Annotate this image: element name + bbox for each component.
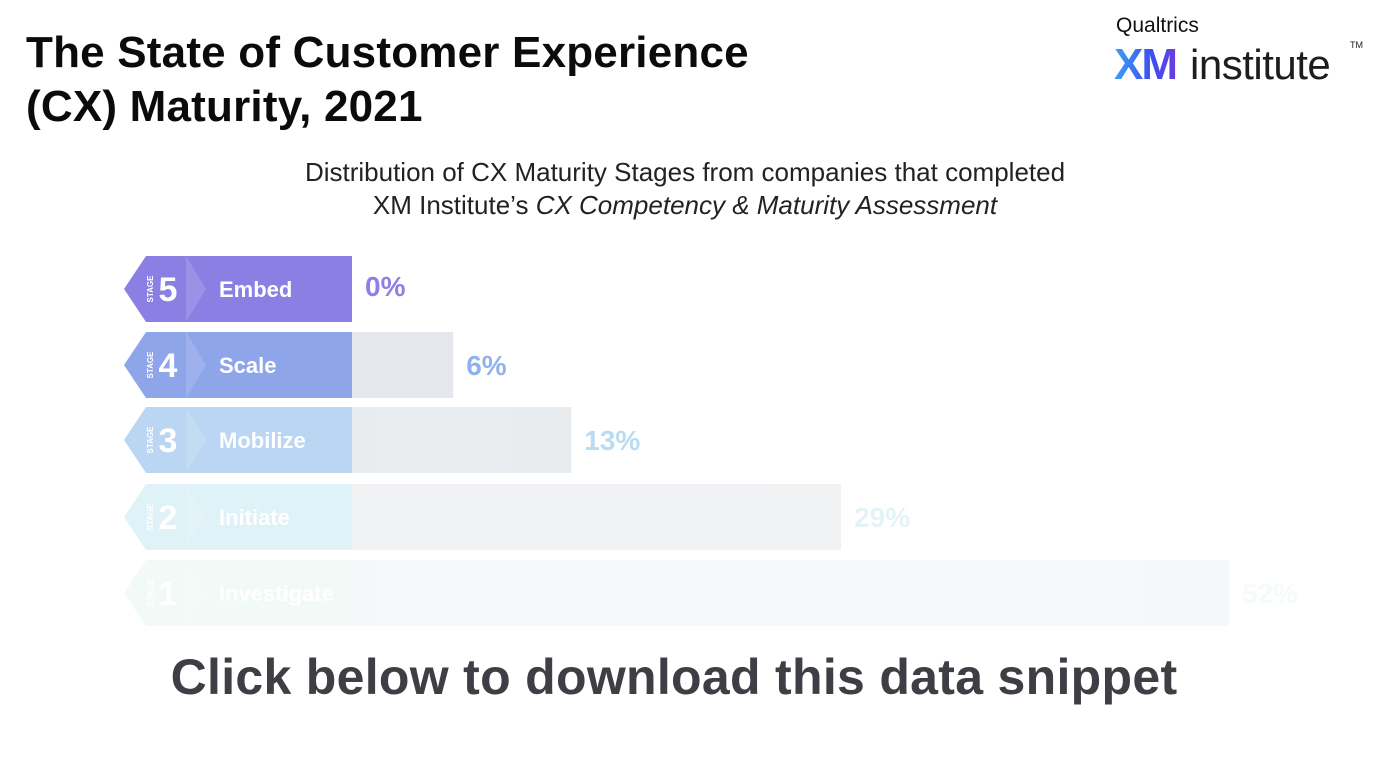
value-label-scale: 6% [466, 350, 507, 381]
stage-tab-1 [124, 560, 352, 626]
logo-trademark: TM [1350, 40, 1363, 50]
bar-initiate [352, 484, 842, 550]
stage-tab-chevron [186, 407, 206, 473]
subtitle-assessment-name: CX Competency & Maturity Assessment [535, 190, 998, 220]
stage-row-5: STAGE 5 Embed 0% [124, 256, 406, 322]
logo-name: institute [1190, 41, 1331, 88]
stage-row-3: STAGE 3 Mobilize 13% [124, 407, 640, 473]
subtitle-prefix: XM Institute’s [372, 190, 536, 220]
stage-label-scale: Scale [219, 353, 277, 378]
stage-tag-4: STAGE [146, 351, 155, 379]
stage-number-5: 5 [159, 271, 178, 309]
title-line-1: The State of Customer Experience [26, 28, 749, 77]
stage-number-2: 2 [159, 499, 178, 537]
stage-tag-1: STAGE [146, 579, 155, 607]
stage-label-initiate: Initiate [219, 505, 290, 530]
subtitle-line-1: Distribution of CX Maturity Stages from … [304, 157, 1066, 187]
value-label-embed: 0% [365, 271, 406, 302]
stage-tag-3: STAGE [146, 426, 155, 454]
stage-number-3: 3 [159, 422, 178, 460]
bar-mobilize [352, 407, 572, 473]
stage-tab-chevron [186, 560, 206, 626]
stage-number-1: 1 [159, 575, 178, 613]
stage-row-2: STAGE 2 Initiate 29% [124, 484, 910, 550]
stage-tag-2: STAGE [146, 503, 155, 531]
value-label-initiate: 29% [854, 502, 910, 533]
stage-tag-5: STAGE [146, 275, 155, 303]
stage-tab-chevron [186, 256, 206, 322]
logo-brand: Qualtrics [1116, 14, 1199, 37]
stage-label-investigate: Investigate [219, 581, 334, 606]
xm-institute-logo: Qualtrics XM institute TM [1114, 12, 1364, 92]
stage-row-1: STAGE 1 Investigate 52% [124, 560, 1298, 626]
stage-number-4: 4 [159, 347, 178, 385]
stage-label-embed: Embed [219, 277, 292, 302]
stage-label-mobilize: Mobilize [219, 428, 306, 453]
title-line-2: (CX) Maturity, 2021 [26, 82, 423, 131]
stage-tab-4 [124, 332, 352, 398]
stage-tab-chevron [186, 484, 206, 550]
subtitle-line-2: XM Institute’s CX Competency & Maturity … [0, 189, 1370, 222]
stage-row-4: STAGE 4 Scale 6% [124, 332, 507, 398]
value-label-investigate: 52% [1242, 578, 1298, 609]
stage-tab-5 [124, 256, 352, 322]
logo-xm: XM [1114, 40, 1178, 89]
download-cta[interactable]: Click below to download this data snippe… [170, 649, 1178, 705]
bar-investigate [352, 560, 1229, 626]
page-title: The State of Customer Experience (CX) Ma… [26, 26, 926, 134]
chart-subtitle: Distribution of CX Maturity Stages from … [0, 156, 1370, 222]
stage-tab-2 [124, 484, 352, 550]
value-label-mobilize: 13% [584, 425, 640, 456]
maturity-stage-chart: STAGE 5 Embed 0% STAGE 4 Scale 6% STAGE 3 Mobilize… [124, 256, 1298, 626]
stage-tab-chevron [186, 332, 206, 398]
stage-tab-3 [124, 407, 352, 473]
bar-scale [352, 332, 454, 398]
